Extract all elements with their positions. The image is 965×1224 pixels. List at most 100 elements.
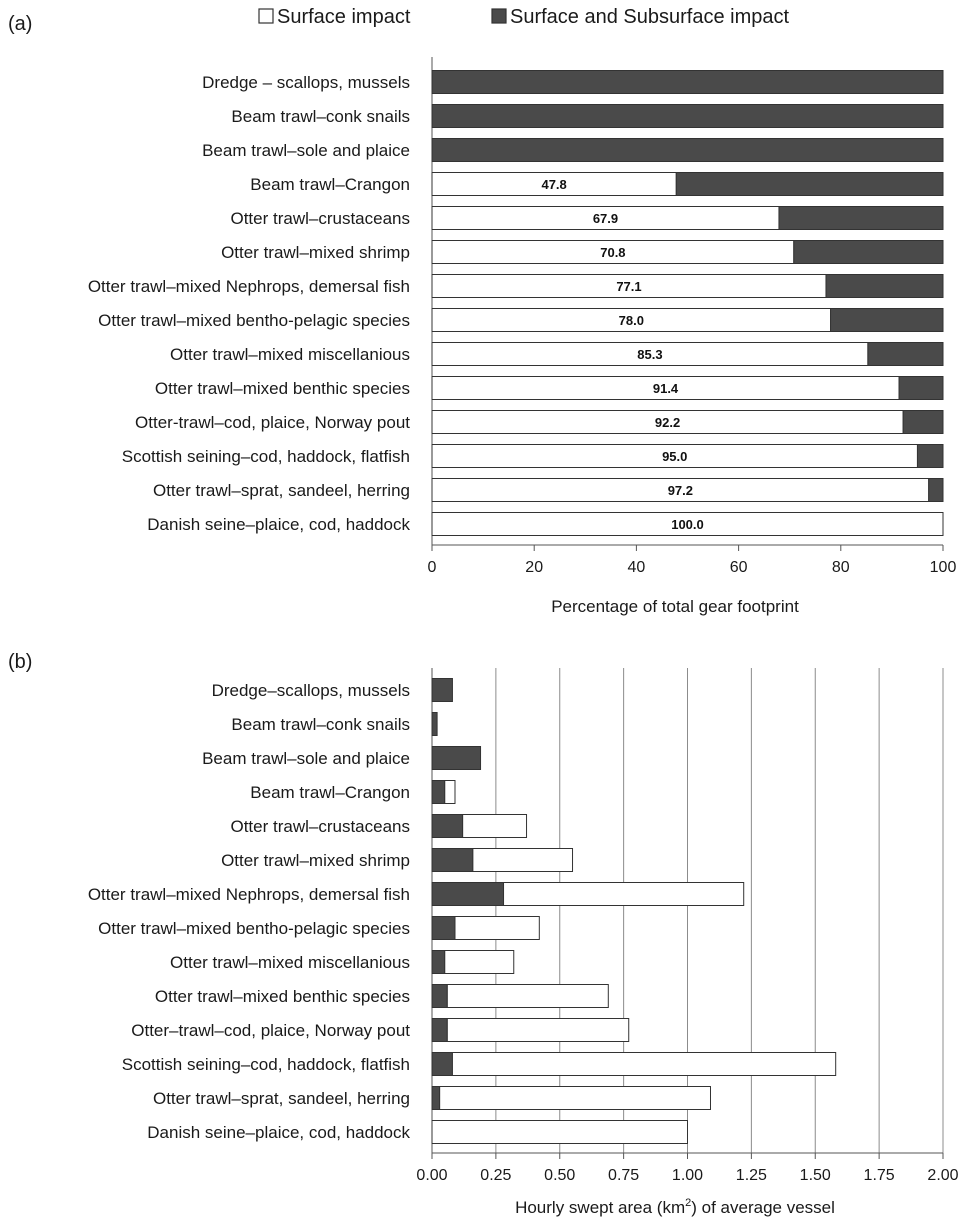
category-label-b: Otter trawl–sprat, sandeel, herring [153, 1089, 410, 1108]
bar-surface-b [439, 1086, 711, 1110]
bar-subsurface-a [431, 70, 944, 94]
x-tick-label-b: 0.50 [544, 1167, 575, 1184]
x-tick-label-b: 1.75 [864, 1167, 895, 1184]
bar-subsurface-b [431, 1052, 453, 1076]
data-label-a: 67.9 [593, 211, 618, 226]
x-tick-label-a: 40 [628, 559, 646, 576]
bar-surface-b [444, 950, 515, 974]
category-label-b: Otter trawl–mixed miscellanious [170, 953, 410, 972]
category-label-b: Otter trawl–mixed Nephrops, demersal fis… [88, 885, 410, 904]
chart-panel-a: 0 20 40 60 80 100 Dredge – scallops, mussels Be… [88, 57, 957, 576]
category-label-a: Otter trawl–crustaceans [230, 209, 410, 228]
x-tick-label-a: 80 [832, 559, 850, 576]
x-axis-title-a: Percentage of total gear footprint [551, 597, 799, 616]
x-tick-label-a: 20 [525, 559, 543, 576]
category-label-a: Otter trawl–mixed miscellanious [170, 345, 410, 364]
data-label-a: 47.8 [541, 177, 566, 192]
category-label-a: Otter trawl–mixed Nephrops, demersal fis… [88, 277, 410, 296]
panel-label-a: (a) [8, 13, 32, 35]
category-label-a: Otter trawl–mixed shrimp [221, 243, 410, 262]
data-label-a: 77.1 [616, 279, 641, 294]
legend-swatch-subsurface [491, 8, 507, 24]
category-label-b: Dredge–scallops, mussels [212, 681, 410, 700]
bar-subsurface-a [830, 308, 944, 332]
bar-surface-b [503, 882, 745, 906]
legend-label-subsurface: Surface and Subsurface impact [510, 6, 789, 28]
category-label-a: Otter trawl–mixed bentho-pelagic species [98, 311, 410, 330]
legend: Surface impact Surface and Subsurface im… [258, 6, 789, 28]
bar-surface-b [451, 1052, 837, 1076]
category-label-a: Beam trawl–conk snails [231, 107, 410, 126]
data-label-a: 92.2 [655, 415, 680, 430]
bar-subsurface-b [431, 1086, 441, 1110]
legend-swatch-surface [258, 8, 274, 24]
bar-subsurface-a [825, 274, 944, 298]
category-label-b: Scottish seining–cod, haddock, flatfish [122, 1055, 410, 1074]
x-tick-label-b: 2.00 [927, 1167, 958, 1184]
bar-subsurface-a [675, 172, 944, 196]
legend-label-surface: Surface impact [277, 6, 411, 28]
bar-subsurface-b [431, 1018, 448, 1042]
x-tick-label-a: 100 [930, 559, 957, 576]
bar-surface-a [431, 512, 944, 536]
bar-subsurface-b [431, 780, 446, 804]
chart-panel-b: 0.00 0.25 0.50 0.75 1.00 1.25 1.50 1.75 2.00 Dred… [88, 668, 959, 1184]
bar-surface-b [444, 780, 456, 804]
bar-subsurface-b [431, 712, 438, 736]
category-label-a: Danish seine–plaice, cod, haddock [147, 515, 410, 534]
bar-subsurface-b [431, 916, 456, 940]
category-label-a: Dredge – scallops, mussels [202, 73, 410, 92]
category-label-b: Beam trawl–conk snails [231, 715, 410, 734]
category-label-a: Scottish seining–cod, haddock, flatfish [122, 447, 410, 466]
x-tick-label-b: 1.25 [736, 1167, 767, 1184]
bar-subsurface-b [431, 746, 482, 770]
bar-subsurface-b [431, 848, 474, 872]
bar-subsurface-a [778, 206, 944, 230]
category-label-b: Otter trawl–mixed bentho-pelagic species [98, 919, 410, 938]
bar-subsurface-a [431, 104, 944, 128]
x-axis-title-b-sup: 2 [685, 1197, 691, 1209]
bar-surface-b [446, 1018, 630, 1042]
x-tick-label-a: 60 [730, 559, 748, 576]
bar-subsurface-a [898, 376, 944, 400]
bar-subsurface-b [431, 950, 446, 974]
category-label-b: Danish seine–plaice, cod, haddock [147, 1123, 410, 1142]
bar-subsurface-a [793, 240, 944, 264]
data-label-a: 95.0 [662, 449, 687, 464]
category-label-b: Beam trawl–Crangon [250, 783, 410, 802]
x-axis-title-b-end: ) of average vessel [691, 1198, 835, 1217]
category-label-b: Otter–trawl–cod, plaice, Norway pout [131, 1021, 410, 1040]
category-label-a: Otter-trawl–cod, plaice, Norway pout [135, 413, 410, 432]
category-label-b: Otter trawl–mixed shrimp [221, 851, 410, 870]
x-tick-label-a: 0 [428, 559, 437, 576]
bar-subsurface-b [431, 882, 505, 906]
bar-subsurface-a [431, 138, 944, 162]
category-label-a: Otter trawl–mixed benthic species [155, 379, 410, 398]
data-label-a: 97.2 [668, 483, 693, 498]
data-label-a: 100.0 [671, 517, 704, 532]
category-label-a: Beam trawl–Crangon [250, 175, 410, 194]
data-label-a: 91.4 [653, 381, 679, 396]
x-axis-title-b-main: Hourly swept area (km [515, 1198, 685, 1217]
bar-subsurface-b [431, 678, 453, 702]
category-label-b: Otter trawl–crustaceans [230, 817, 410, 836]
x-axis-title-b: Hourly swept area (km2) of average vesse… [515, 1197, 835, 1217]
bar-subsurface-a [902, 410, 944, 434]
x-tick-label-b: 0.00 [416, 1167, 447, 1184]
data-label-a: 70.8 [600, 245, 625, 260]
category-label-b: Beam trawl–sole and plaice [202, 749, 410, 768]
category-label-a: Otter trawl–sprat, sandeel, herring [153, 481, 410, 500]
bar-surface-b [462, 814, 528, 838]
category-label-b: Otter trawl–mixed benthic species [155, 987, 410, 1006]
bar-subsurface-a [916, 444, 944, 468]
bar-surface-b [454, 916, 540, 940]
data-label-a: 85.3 [637, 347, 662, 362]
x-tick-label-b: 0.25 [480, 1167, 511, 1184]
bar-subsurface-a [867, 342, 944, 366]
x-tick-label-b: 0.75 [608, 1167, 639, 1184]
bar-subsurface-b [431, 984, 448, 1008]
x-tick-label-b: 1.00 [672, 1167, 703, 1184]
bar-surface-b [472, 848, 574, 872]
bar-surface-b [446, 984, 609, 1008]
